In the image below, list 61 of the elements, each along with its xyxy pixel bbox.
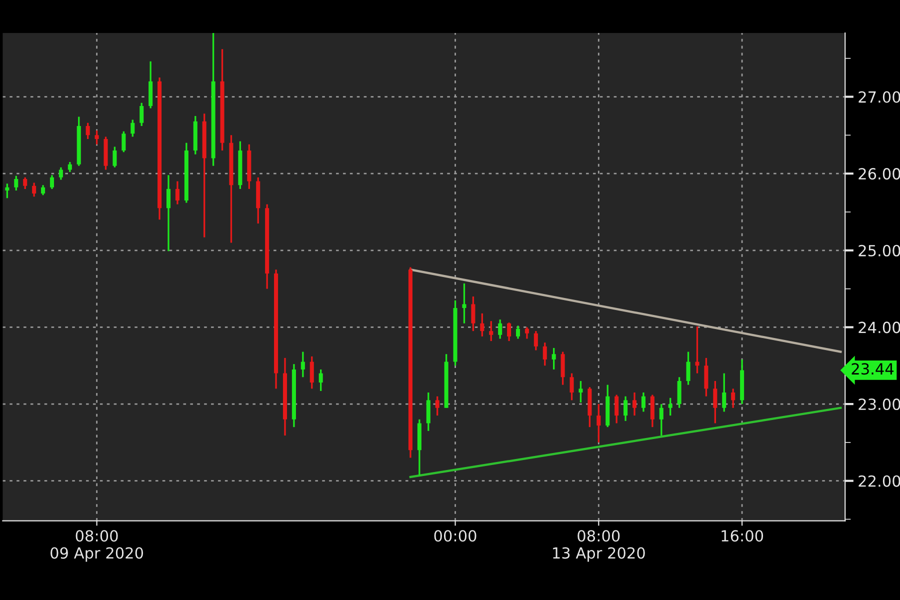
candlestick [677, 376, 682, 409]
x-tick-label: 00:00 [434, 530, 476, 542]
candlestick [310, 356, 314, 390]
candlestick [632, 392, 637, 416]
x-tick-label: 16:00 [722, 530, 764, 542]
candlestick [570, 372, 574, 402]
candlestick [41, 184, 46, 196]
candlestick [534, 330, 538, 352]
candlestick [300, 350, 305, 378]
candlestick [596, 403, 601, 444]
candlestick [704, 357, 708, 398]
candlestick [14, 175, 18, 192]
text: 23.44 [852, 363, 894, 375]
candlestick [507, 322, 512, 342]
candlestick [426, 392, 430, 432]
candlestick [524, 326, 529, 340]
candlestick [498, 318, 502, 340]
candlestick [23, 176, 28, 190]
candlestick [624, 396, 628, 422]
y-tick-label: 25.00 [858, 244, 900, 256]
candlestick [166, 174, 171, 252]
candlestick [471, 296, 476, 332]
candlestick [462, 282, 466, 324]
candlestick [542, 342, 547, 366]
candlestick [32, 182, 36, 198]
candlestick [614, 394, 619, 424]
candlestick [731, 388, 736, 409]
y-tick-label: 23.00 [858, 398, 900, 410]
candlestick [175, 180, 180, 206]
candlestick [552, 347, 556, 370]
candlestick [94, 130, 99, 146]
candlestick [650, 394, 654, 428]
candlestick [641, 392, 646, 413]
candlestick [68, 161, 72, 173]
candlestick [659, 403, 664, 436]
candlestick [686, 350, 690, 386]
candlestick [695, 326, 700, 374]
x-tick-label: 08:00 13 Apr 2020 [553, 530, 645, 562]
candlestick [578, 380, 583, 404]
candlestick [130, 118, 135, 138]
candlestick [318, 368, 323, 392]
candlestick [668, 397, 672, 416]
candlestick [140, 102, 144, 127]
candlestick [50, 174, 54, 190]
candlestick [713, 380, 718, 424]
y-tick-label: 26.00 [858, 168, 900, 180]
candlestick [122, 130, 126, 153]
candlestick [722, 372, 726, 413]
candlestick [480, 312, 484, 338]
y-tick-label: 27.00 [858, 91, 900, 103]
candlestick [516, 324, 520, 340]
y-tick-label: 22.00 [858, 475, 900, 487]
y-tick-label: 24.00 [858, 322, 900, 334]
candlestick [5, 182, 10, 199]
x-tick-label: 08:00 09 Apr 2020 [50, 530, 144, 562]
candlestick [58, 166, 63, 181]
candlestick [86, 122, 90, 140]
candlestick [112, 146, 117, 168]
candlestick [435, 396, 440, 416]
candlestick [489, 320, 494, 342]
candlestick [560, 350, 565, 386]
